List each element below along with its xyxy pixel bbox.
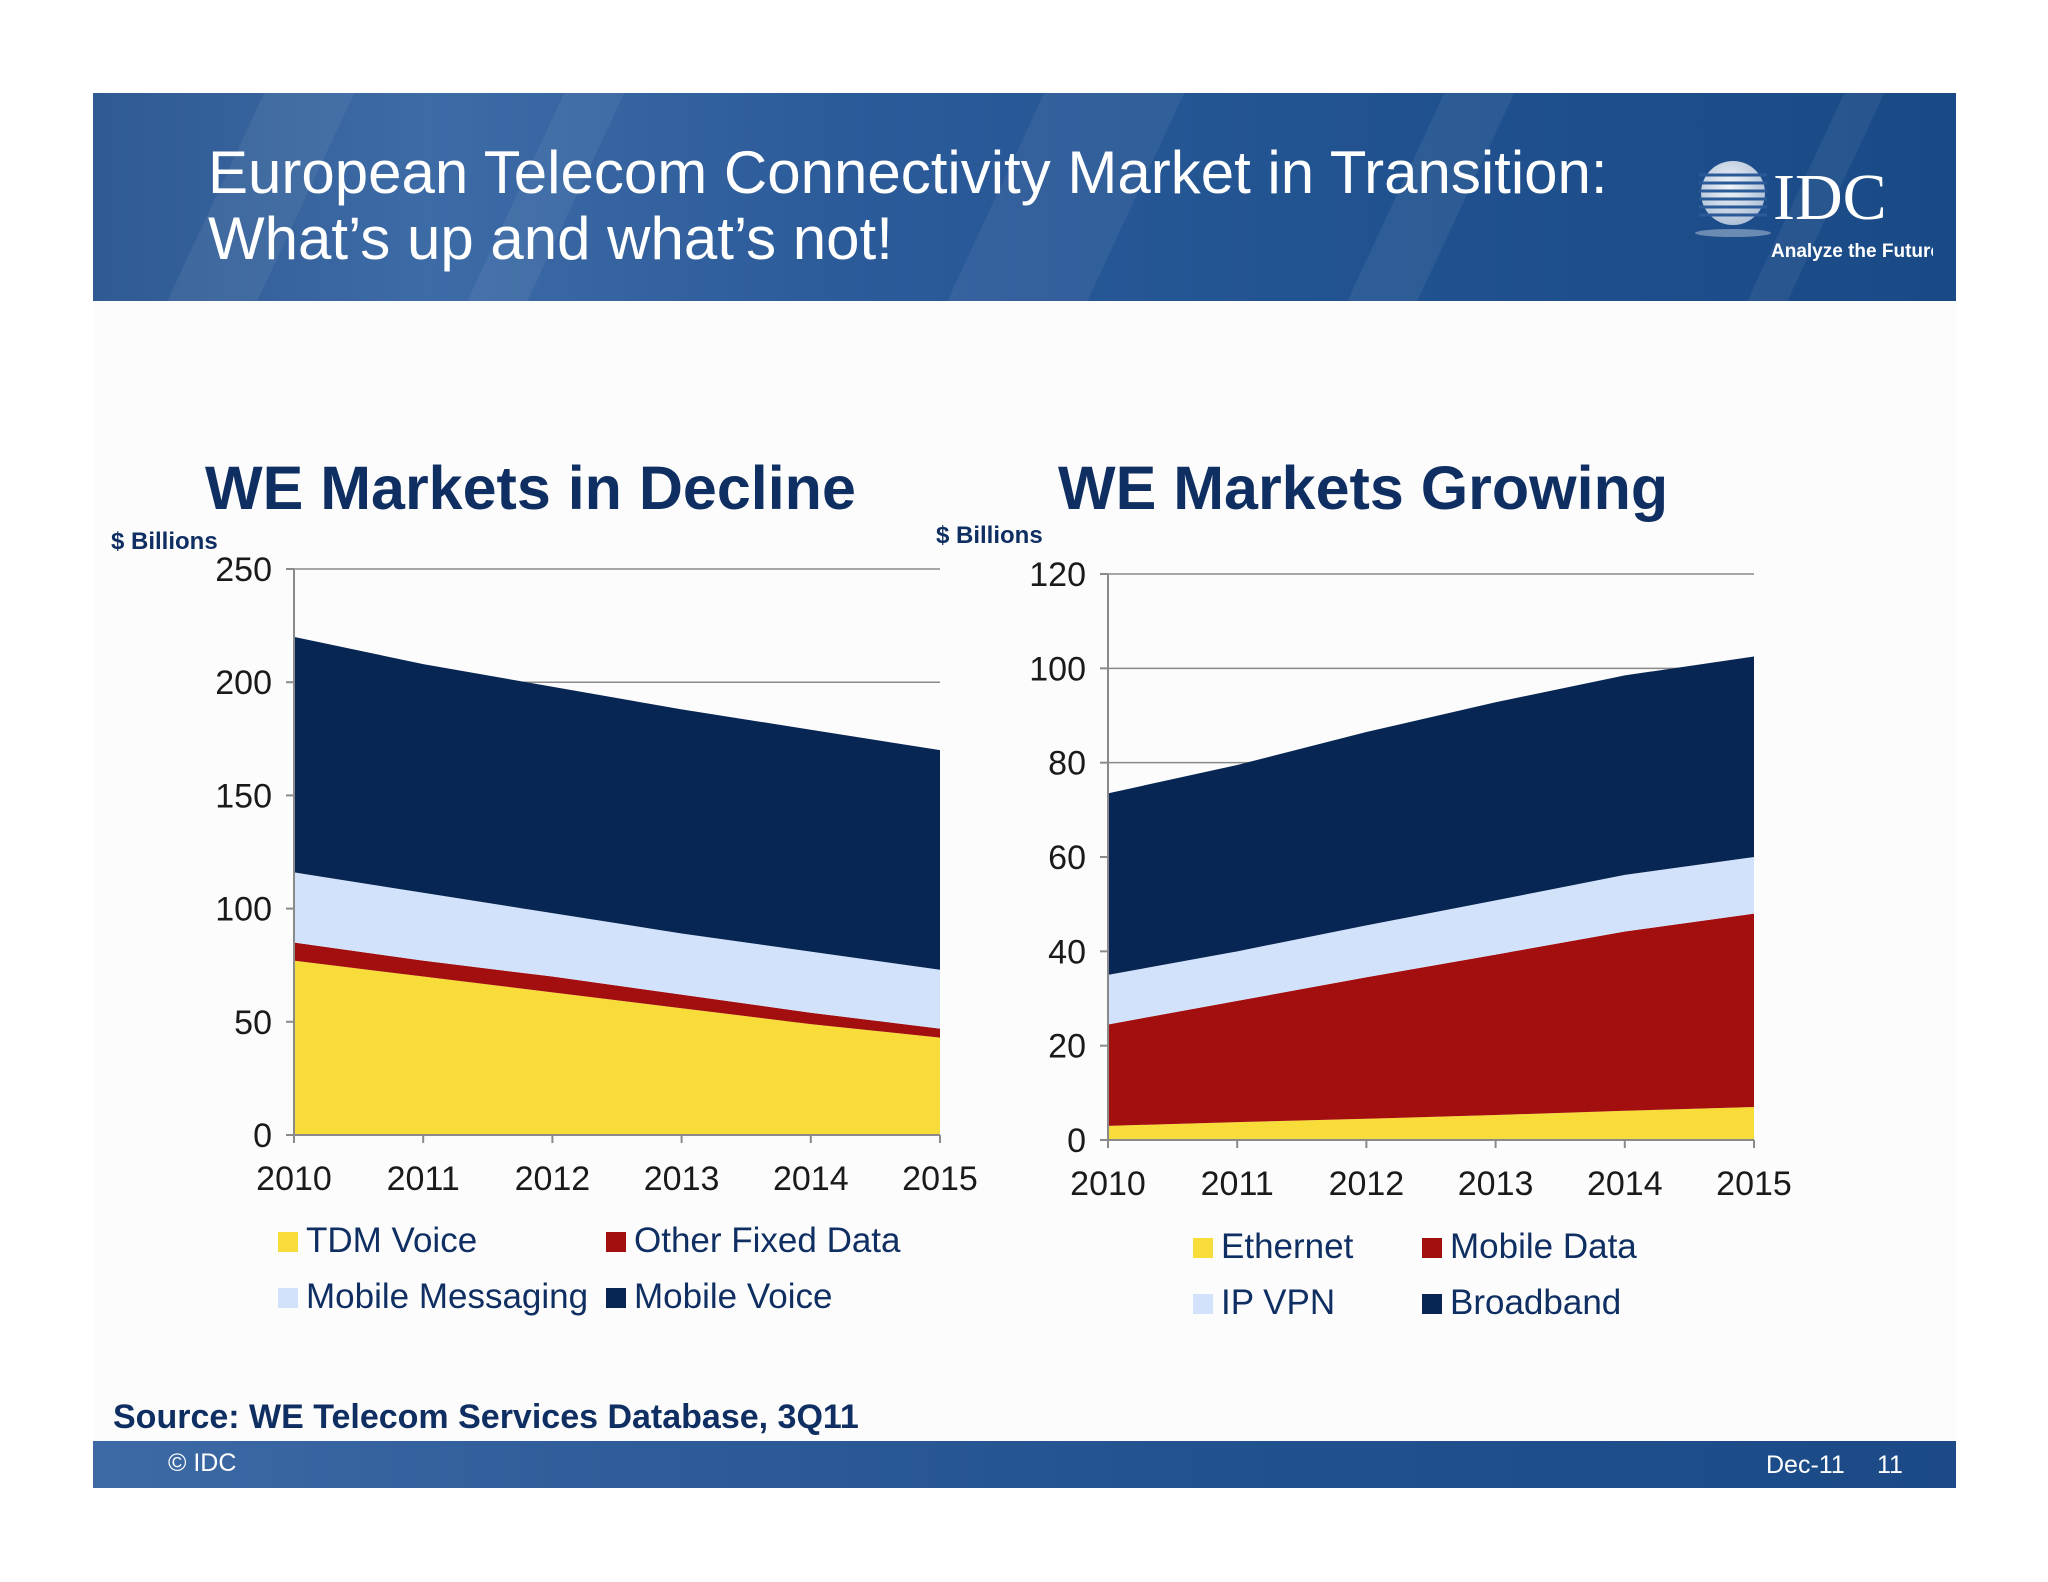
y-tick-label: 120 xyxy=(1029,556,1086,594)
idc-logo-tagline: Analyze the Future xyxy=(1771,241,1933,262)
slide-header: European Telecom Connectivity Market in … xyxy=(93,93,1956,301)
y-tick-label: 60 xyxy=(1048,839,1086,877)
area-series-ip-vpn xyxy=(1108,857,1754,1025)
idc-logo-text: IDC xyxy=(1773,161,1887,234)
legend-swatch xyxy=(278,1288,298,1308)
footer-page-number: 11 xyxy=(1877,1451,1903,1479)
footer-date: Dec-11 xyxy=(1766,1451,1845,1479)
y-tick-label: 0 xyxy=(253,1117,272,1155)
chart-0-y-unit-label: $ Billions xyxy=(111,528,218,555)
legend-label: Mobile Messaging xyxy=(306,1277,589,1316)
x-tick-label: 2011 xyxy=(387,1160,460,1198)
legend-item-tdm-voice: TDM Voice xyxy=(278,1221,477,1261)
legend-item-other-fixed-data: Other Fixed Data xyxy=(606,1221,901,1261)
area-series-ethernet xyxy=(1108,1106,1754,1140)
y-tick-label: 100 xyxy=(1029,650,1086,688)
slide-title: European Telecom Connectivity Market in … xyxy=(208,139,1608,272)
legend-item-mobile-data: Mobile Data xyxy=(1422,1227,1637,1267)
slide-footer: © IDC Dec-11 11 xyxy=(93,1441,1956,1488)
idc-logo: IDC Analyze the Future xyxy=(1695,161,1933,262)
y-tick-label: 20 xyxy=(1048,1028,1086,1066)
area-series-mobile-messaging xyxy=(294,872,940,1029)
y-tick-label: 100 xyxy=(215,891,272,929)
legend-swatch xyxy=(606,1288,626,1308)
x-tick-label: 2012 xyxy=(1329,1165,1405,1203)
legend-swatch xyxy=(1193,1294,1213,1314)
chart-right-legend: Ethernet Mobile Data IP VPN Broadband xyxy=(1193,1227,1693,1337)
x-tick-label: 2015 xyxy=(1716,1165,1792,1203)
area-series-tdm-voice xyxy=(294,960,940,1135)
legend-label: Other Fixed Data xyxy=(634,1221,901,1260)
x-tick-label: 2015 xyxy=(902,1160,978,1198)
y-tick-label: 150 xyxy=(215,777,272,815)
chart-right-title: WE Markets Growing xyxy=(1058,454,1669,522)
x-tick-label: 2013 xyxy=(644,1160,720,1198)
chart-right: $ Billions 0 20 40 60 80 100 120 2010 2011 2012 201… xyxy=(936,522,1792,1203)
chart-left: $ Billions 0 50 100 150 200 250 2010 2011 2012 201… xyxy=(111,528,978,1198)
legend-swatch xyxy=(1422,1294,1442,1314)
chart-left-legend: TDM Voice Other Fixed Data Mobile Messag… xyxy=(278,1221,928,1331)
y-tick-label: 50 xyxy=(234,1004,272,1042)
globe-icon xyxy=(1695,161,1771,237)
area-series-other-fixed-data xyxy=(294,942,940,1038)
x-tick-label: 2010 xyxy=(256,1160,332,1198)
chart-left-title: WE Markets in Decline xyxy=(205,454,856,522)
chart-1-y-unit-label: $ Billions xyxy=(936,522,1043,549)
y-tick-label: 250 xyxy=(215,551,272,589)
legend-swatch xyxy=(606,1232,626,1252)
area-series-mobile-data xyxy=(1108,913,1754,1126)
x-tick-label: 2014 xyxy=(1587,1165,1663,1203)
legend-label: Ethernet xyxy=(1221,1227,1354,1266)
x-tick-label: 2011 xyxy=(1201,1165,1274,1203)
x-tick-label: 2010 xyxy=(1070,1165,1146,1203)
x-tick-label: 2014 xyxy=(773,1160,849,1198)
legend-label: Broadband xyxy=(1450,1283,1622,1322)
footer-copyright: © IDC xyxy=(168,1449,237,1477)
y-tick-label: 40 xyxy=(1048,933,1086,971)
legend-swatch xyxy=(1422,1238,1442,1258)
legend-label: Mobile Data xyxy=(1450,1227,1637,1266)
x-tick-label: 2012 xyxy=(515,1160,591,1198)
y-tick-label: 80 xyxy=(1048,745,1086,783)
area-series-broadband xyxy=(1108,656,1754,975)
y-tick-label: 200 xyxy=(215,664,272,702)
y-tick-label: 0 xyxy=(1067,1122,1086,1160)
legend-item-broadband: Broadband xyxy=(1422,1283,1621,1323)
legend-item-mobile-voice: Mobile Voice xyxy=(606,1277,832,1317)
legend-swatch xyxy=(1193,1238,1213,1258)
legend-item-ip-vpn: IP VPN xyxy=(1193,1283,1335,1323)
x-tick-label: 2013 xyxy=(1458,1165,1534,1203)
slide: European Telecom Connectivity Market in … xyxy=(93,93,1956,1488)
area-series-mobile-voice xyxy=(294,636,940,970)
legend-item-mobile-messaging: Mobile Messaging xyxy=(278,1277,588,1317)
legend-item-ethernet: Ethernet xyxy=(1193,1227,1353,1267)
legend-label: Mobile Voice xyxy=(634,1277,833,1316)
legend-label: IP VPN xyxy=(1221,1283,1336,1322)
legend-label: TDM Voice xyxy=(306,1221,478,1260)
source-note: Source: WE Telecom Services Database, 3Q… xyxy=(113,1398,859,1436)
legend-swatch xyxy=(278,1232,298,1252)
